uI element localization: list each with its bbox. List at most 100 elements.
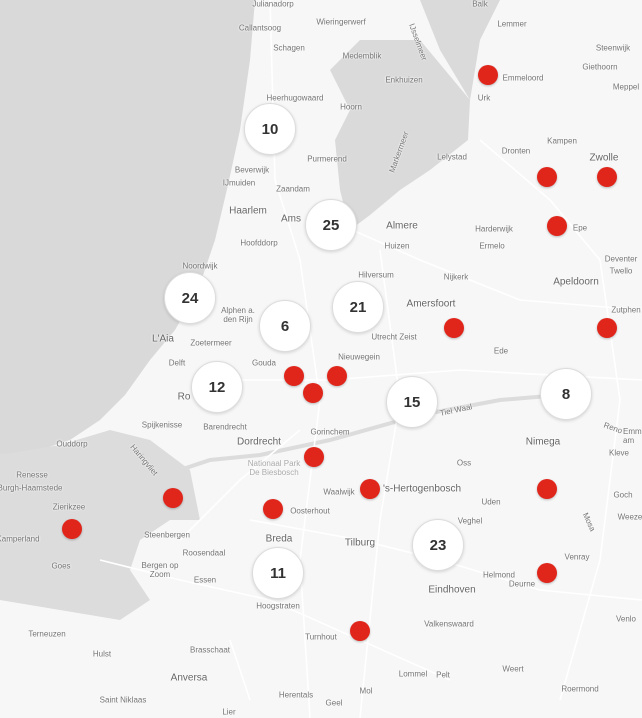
place-label: Haarlem xyxy=(229,205,267,217)
ijsselmeer xyxy=(330,40,470,230)
cluster-marker[interactable]: 21 xyxy=(332,281,384,333)
place-label: Oss xyxy=(456,458,472,468)
place-label: Eindhoven xyxy=(428,584,476,596)
place-label: Hulst xyxy=(92,649,112,659)
place-label: Utrecht Zeist xyxy=(371,332,417,342)
map-marker[interactable] xyxy=(537,167,557,187)
map-marker[interactable] xyxy=(547,216,567,236)
place-label: Kamperland xyxy=(0,534,40,544)
place-label: Emmerich am xyxy=(623,427,642,445)
place-label: Ro xyxy=(177,391,191,403)
place-label: Dordrecht xyxy=(237,436,281,448)
place-label: Hoogstraten xyxy=(256,601,300,611)
cluster-marker[interactable]: 25 xyxy=(305,199,357,251)
place-label: Apeldoorn xyxy=(553,276,599,288)
place-label: Venray xyxy=(564,552,590,562)
cluster-marker[interactable]: 15 xyxy=(386,376,438,428)
place-label: Gorinchem xyxy=(310,427,350,437)
map-marker[interactable] xyxy=(597,318,617,338)
place-label: Lemmer xyxy=(497,19,527,29)
cluster-marker[interactable]: 24 xyxy=(164,272,216,324)
place-label: Hilversum xyxy=(358,270,394,280)
map-marker[interactable] xyxy=(62,519,82,539)
place-label: Herentals xyxy=(278,690,314,700)
place-label: Meppel xyxy=(612,82,640,92)
place-label: Tilburg xyxy=(344,537,376,549)
map-marker[interactable] xyxy=(444,318,464,338)
place-label: Zaandam xyxy=(276,184,310,194)
place-label: Waalwijk xyxy=(323,487,355,497)
place-label: Zutphen xyxy=(611,305,641,315)
place-label: Deurne xyxy=(508,579,536,589)
place-label: Weert xyxy=(502,664,524,674)
place-label: Nationaal Park De Biesbosch xyxy=(247,459,301,477)
place-label: Pelt xyxy=(436,670,450,680)
place-label: Oosterhout xyxy=(290,506,330,516)
place-label: Twello xyxy=(609,266,633,276)
place-label: Zierikzee xyxy=(52,502,86,512)
place-label: Ams xyxy=(281,213,301,225)
place-label: Barendrecht xyxy=(203,422,247,432)
place-label: Uden xyxy=(481,497,501,507)
place-label: Delft xyxy=(168,358,186,368)
map-marker[interactable] xyxy=(263,499,283,519)
cluster-marker[interactable]: 23 xyxy=(412,519,464,571)
map-marker[interactable] xyxy=(163,488,183,508)
map-marker[interactable] xyxy=(327,366,347,386)
place-label: Anversa xyxy=(170,672,208,684)
place-label: Epe xyxy=(572,223,588,233)
place-label: Veghel xyxy=(457,516,483,526)
place-label: Wieringerwerf xyxy=(316,17,366,27)
cluster-marker[interactable]: 12 xyxy=(191,361,243,413)
place-label: Helmond xyxy=(482,570,516,580)
place-label: Heerhugowaard xyxy=(266,93,324,103)
place-label: Essen xyxy=(193,575,217,585)
cluster-marker[interactable]: 6 xyxy=(259,300,311,352)
map-marker[interactable] xyxy=(478,65,498,85)
place-label: Nijkerk xyxy=(443,272,469,282)
place-label: Spijkenisse xyxy=(141,420,183,430)
place-label: Steenwijk xyxy=(595,43,631,53)
place-label: Alphen a. den Rijn xyxy=(221,306,255,324)
map-marker[interactable] xyxy=(360,479,380,499)
place-label: Emmeloord xyxy=(502,73,544,83)
place-label: Enkhuizen xyxy=(385,75,423,85)
map-marker[interactable] xyxy=(284,366,304,386)
place-label: Burgh-Haamstede xyxy=(0,483,63,493)
place-label: Lommel xyxy=(398,669,428,679)
place-label: Goes xyxy=(51,561,71,571)
place-label: Deventer xyxy=(604,254,638,264)
map-marker[interactable] xyxy=(303,383,323,403)
place-label: Ermelo xyxy=(479,241,505,251)
map-marker[interactable] xyxy=(537,479,557,499)
place-label: Mol xyxy=(359,686,373,696)
place-label: Schagen xyxy=(273,43,305,53)
place-label: Amersfoort xyxy=(406,298,456,310)
place-label: Nimega xyxy=(525,436,561,448)
place-label: Saint Niklaas xyxy=(99,695,147,705)
cluster-marker[interactable]: 10 xyxy=(244,103,296,155)
map-marker[interactable] xyxy=(304,447,324,467)
place-label: Noordwijk xyxy=(182,261,218,271)
place-label: Roermond xyxy=(561,684,599,694)
place-label: Purmerend xyxy=(307,154,347,164)
place-label: Lelystad xyxy=(437,152,467,162)
map-marker[interactable] xyxy=(350,621,370,641)
place-label: Lier xyxy=(222,707,236,717)
place-label: Bergen op Zoom xyxy=(141,561,179,579)
place-label: Nieuwegein xyxy=(338,352,380,362)
place-label: Weeze xyxy=(617,512,642,522)
place-label: Hoofddorp xyxy=(240,238,278,248)
place-label: Terneuzen xyxy=(28,629,66,639)
cluster-marker[interactable]: 11 xyxy=(252,547,304,599)
place-label: Steenbergen xyxy=(144,530,190,540)
map-marker[interactable] xyxy=(537,563,557,583)
place-label: Almere xyxy=(386,220,418,232)
place-label: Renesse xyxy=(16,470,48,480)
cluster-marker[interactable]: 8 xyxy=(540,368,592,420)
map-marker[interactable] xyxy=(597,167,617,187)
place-label: Callantsoog xyxy=(238,23,282,33)
place-label: IJmuiden xyxy=(222,178,256,188)
place-label: Valkenswaard xyxy=(424,619,474,629)
